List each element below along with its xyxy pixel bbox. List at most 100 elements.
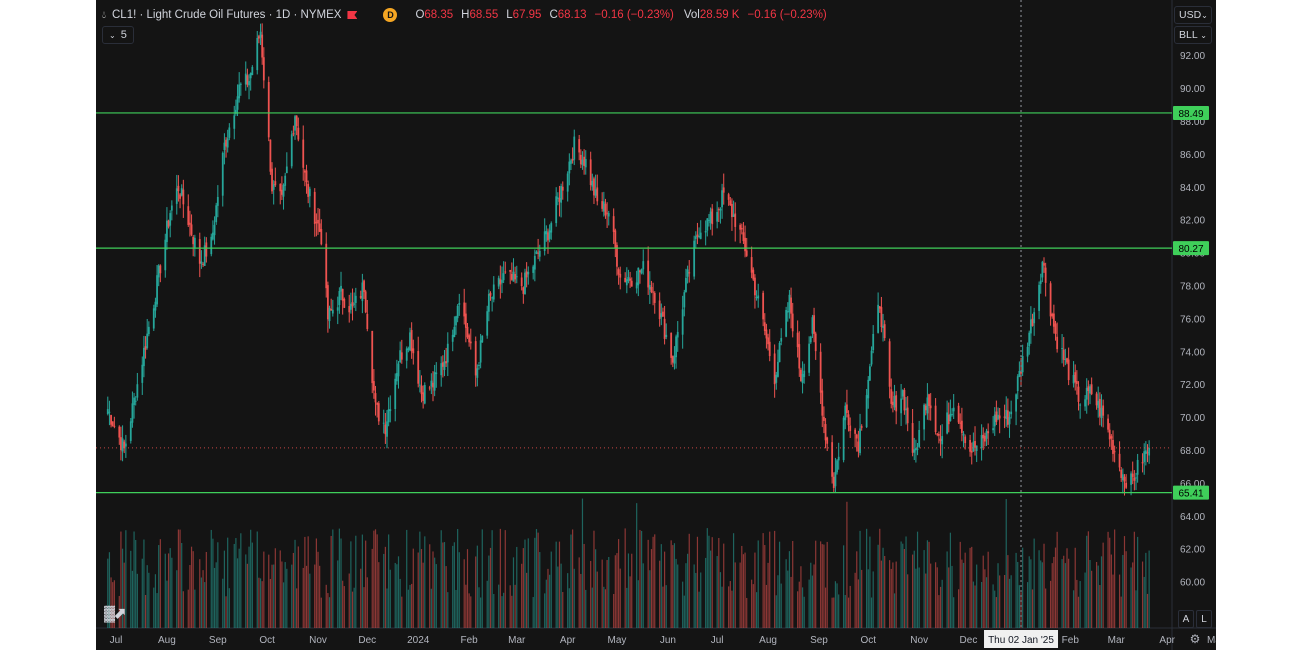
volume-bar	[307, 536, 309, 628]
volume-bar	[432, 551, 434, 628]
unit-button[interactable]: BLL ⌄	[1174, 26, 1212, 44]
currency-button[interactable]: USD ⌄	[1174, 6, 1212, 24]
candle-body	[844, 405, 847, 421]
volume-bar	[213, 567, 216, 628]
candle-body	[778, 342, 781, 363]
candle-body	[285, 166, 288, 174]
candle-body	[108, 411, 111, 413]
indicators-toggle[interactable]: ⌄ 5	[102, 26, 134, 44]
candle-body	[604, 203, 607, 216]
volume-bar	[1135, 590, 1137, 628]
candle-body	[202, 263, 204, 265]
volume-bar	[903, 548, 905, 628]
volume-bar	[930, 563, 932, 628]
volume-bar	[1123, 536, 1126, 628]
volume-bar	[135, 539, 137, 628]
volume-bar	[844, 595, 846, 628]
candle-body	[317, 219, 319, 224]
volume-bar	[343, 586, 345, 628]
candle-body	[192, 237, 195, 245]
candle-body	[272, 184, 275, 190]
candle-body	[969, 439, 971, 452]
candle-body	[340, 285, 342, 292]
candle-body	[959, 422, 962, 424]
volume-bar	[486, 580, 488, 628]
volume-bar	[259, 578, 262, 628]
volume-bar	[263, 551, 265, 628]
candle-body	[901, 390, 904, 397]
volume-bar	[1102, 542, 1104, 628]
candle-body	[983, 435, 986, 442]
volume-bar	[509, 585, 511, 628]
data-badge[interactable]: D	[383, 8, 398, 22]
volume-bar	[394, 562, 396, 628]
volume-bar	[192, 551, 194, 628]
candle-body	[1075, 381, 1078, 384]
price-chart[interactable]: 60.00 62.00 64.00 66.00 68.00 70.00 72.00 74.00…	[96, 0, 1216, 650]
volume-bar	[350, 541, 352, 628]
symbol-title[interactable]: CL1! · Light Crude Oil Futures · 1D · NY…	[112, 9, 342, 21]
candle-body	[765, 329, 768, 339]
tradingview-logo-icon[interactable]: ▓⬈	[104, 605, 126, 622]
candle-body	[709, 211, 712, 224]
volume-bar	[514, 584, 516, 628]
volume-bar	[677, 564, 679, 628]
x-tick-label: Mar	[1108, 635, 1126, 646]
chart-area[interactable]: 60.00 62.00 64.00 66.00 68.00 70.00 72.00 74.00…	[96, 0, 1216, 650]
y-tick-label: 78.00	[1180, 282, 1205, 293]
candle-body	[637, 267, 640, 286]
volume-bar	[120, 531, 122, 628]
log-scale-button[interactable]: L	[1196, 610, 1212, 628]
volume-bar	[916, 531, 919, 628]
volume-bar	[1022, 547, 1024, 628]
candle-body	[389, 409, 392, 412]
volume-bar	[282, 582, 285, 628]
candle-body	[313, 191, 316, 224]
candle-body	[397, 363, 400, 377]
candle-body	[860, 426, 863, 428]
volume-bar	[798, 581, 800, 628]
volume-bar	[453, 542, 455, 628]
volume-bar	[673, 543, 676, 628]
flag-icon[interactable]	[347, 11, 358, 19]
candle-body	[292, 133, 295, 135]
auto-scale-button[interactable]: A	[1178, 610, 1194, 628]
candle-body	[855, 434, 858, 439]
candle-body	[134, 400, 137, 402]
open-value: O68.35	[415, 9, 454, 21]
volume-bar	[826, 541, 828, 628]
candle-body	[650, 287, 653, 293]
volume-bar	[639, 529, 641, 628]
candle-body	[387, 409, 390, 423]
volume-bar	[647, 539, 649, 628]
candle-body	[993, 414, 996, 427]
candle-body	[497, 277, 500, 287]
volume-bar	[227, 537, 229, 628]
volume-bar	[1132, 562, 1134, 628]
volume-bar	[1033, 538, 1035, 628]
x-tick-label: Nov	[910, 635, 928, 646]
volume-bar	[468, 593, 470, 628]
volume-bar	[511, 595, 513, 628]
volume-bar	[616, 553, 618, 628]
candle-body	[1090, 384, 1093, 395]
candle-body	[671, 356, 674, 363]
volume-bar	[838, 594, 840, 628]
volume-bar	[503, 592, 505, 628]
candle-body	[487, 293, 490, 312]
volume-bar	[182, 591, 184, 628]
volume-bar	[948, 567, 950, 628]
candle-body	[561, 186, 564, 191]
candle-body	[788, 294, 791, 313]
volume-bar	[146, 565, 148, 628]
volume-bar	[526, 572, 528, 628]
candle-body	[867, 379, 870, 399]
gear-icon[interactable]: ⚙	[1189, 632, 1201, 646]
x-tick-label: Mar	[508, 635, 526, 646]
volume-bar	[926, 540, 928, 628]
volume-bar	[861, 569, 863, 628]
volume-bar	[419, 531, 421, 628]
candle-body	[762, 292, 765, 320]
candle-body	[970, 450, 973, 453]
volume-bar	[156, 593, 158, 628]
